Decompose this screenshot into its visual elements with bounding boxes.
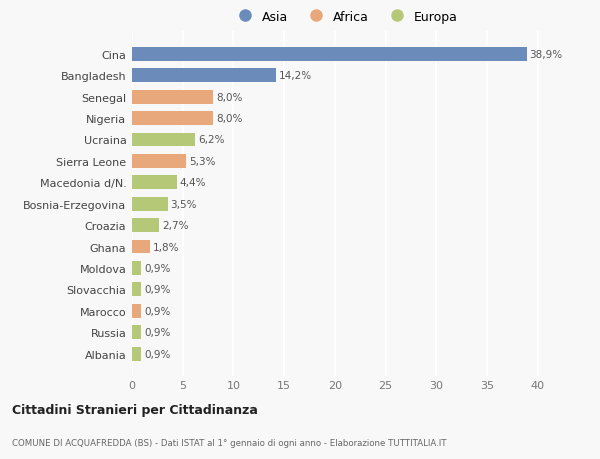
Bar [132,240,150,254]
Text: 4,4%: 4,4% [179,178,206,188]
Text: 6,2%: 6,2% [198,135,224,145]
Text: 0,9%: 0,9% [144,263,170,273]
Bar [132,218,160,233]
Text: 0,9%: 0,9% [144,327,170,337]
Text: 3,5%: 3,5% [170,199,197,209]
Bar [132,283,141,297]
Text: 5,3%: 5,3% [189,157,215,167]
Text: 14,2%: 14,2% [279,71,312,81]
Bar [132,197,167,211]
Text: 1,8%: 1,8% [154,242,180,252]
Bar [132,304,141,318]
Text: 0,9%: 0,9% [144,285,170,295]
Text: Cittadini Stranieri per Cittadinanza: Cittadini Stranieri per Cittadinanza [12,403,258,416]
Legend: Asia, Africa, Europa: Asia, Africa, Europa [232,11,458,24]
Bar [132,176,176,190]
Text: COMUNE DI ACQUAFREDDA (BS) - Dati ISTAT al 1° gennaio di ogni anno - Elaborazion: COMUNE DI ACQUAFREDDA (BS) - Dati ISTAT … [12,438,446,447]
Bar [132,133,195,147]
Bar [132,347,141,361]
Bar [132,48,527,62]
Bar [132,155,186,168]
Text: 0,9%: 0,9% [144,349,170,359]
Bar [132,90,213,104]
Text: 0,9%: 0,9% [144,306,170,316]
Bar [132,261,141,275]
Bar [132,325,141,339]
Text: 8,0%: 8,0% [216,114,242,124]
Text: 38,9%: 38,9% [530,50,563,60]
Bar [132,69,276,83]
Text: 2,7%: 2,7% [163,221,189,230]
Text: 8,0%: 8,0% [216,92,242,102]
Bar [132,112,213,126]
